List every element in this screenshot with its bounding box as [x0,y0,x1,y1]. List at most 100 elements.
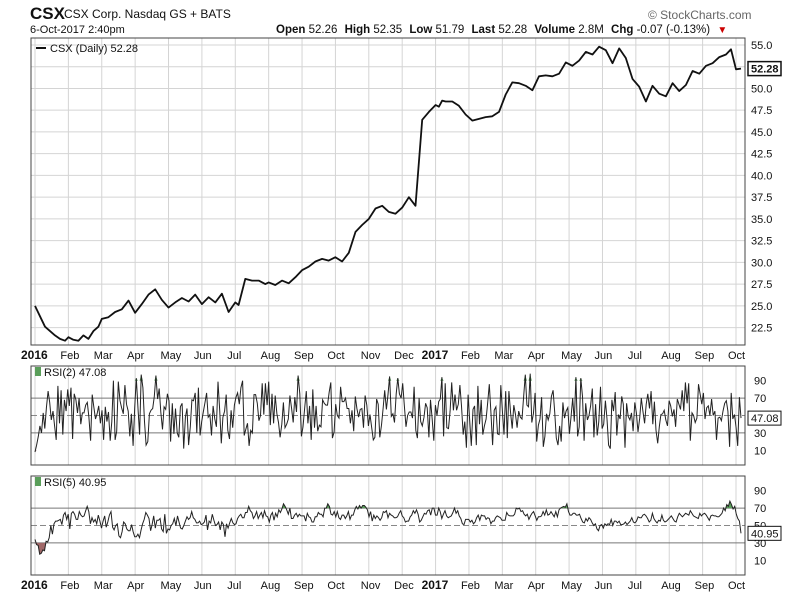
x-tick-label-rsi: Aug [661,580,681,592]
low-value: 51.79 [435,24,465,36]
volume-value: 2.8M [578,24,604,36]
x-tick-label-price: Sep [294,350,314,362]
x-tick-label-rsi: Dec [394,580,414,592]
rsi-last-box [747,525,782,541]
x-tick-label-rsi: Sep [294,580,314,592]
open-label: Open [276,24,306,36]
x-tick-label-rsi: Jun [194,580,212,592]
x-tick-label-price: Jun [194,350,212,362]
rsi-y-tick-label: 10 [754,445,766,457]
x-tick-label-rsi: Mar [494,580,513,592]
x-tick-label-price: Feb [60,350,79,362]
rsi-last-label: 47.08 [751,413,779,425]
rsi-y-tick-label: 70 [754,393,766,405]
x-tick-label-rsi: Apr [127,580,144,592]
x-tick-label-rsi: Aug [261,580,281,592]
x-tick-label-rsi: Apr [528,580,545,592]
price-y-tick-label: 55.0 [751,40,772,52]
rsi-series-line [34,499,742,555]
x-tick-label-price: Nov [361,350,381,362]
last-value: 52.28 [498,24,528,36]
x-tick-label-price: Jul [227,350,241,362]
last-label: Last [471,24,496,36]
price-y-tick-label: 45.0 [751,127,772,139]
rsi-y-tick-label: 70 [754,503,766,515]
price-last-label: 52.28 [751,64,779,76]
company-name: CSX Corp. Nasdaq GS + BATS [64,7,231,21]
x-tick-label-price: Dec [394,350,414,362]
rsi-panel-frame [30,475,746,576]
x-tick-label-rsi: Jun [594,580,612,592]
price-y-tick-label: 40.0 [751,170,772,182]
price-y-tick-label: 42.5 [751,149,772,161]
rsi-y-tick-label: 30 [754,428,766,440]
rsi-overbought-fill [85,501,737,509]
chg-label: Chg [611,24,634,36]
rsi-series-line [34,373,742,453]
x-tick-label-price: Apr [127,350,144,362]
rsi-y-tick-label: 10 [754,555,766,567]
price-y-tick-label: 27.5 [751,279,772,291]
price-legend-label: CSX (Daily) 52.28 [50,43,138,55]
rsi-last-label: 40.95 [751,528,779,540]
rsi-legend-swatch [35,477,41,486]
x-tick-label-price: May [161,350,182,362]
volume-label: Volume [534,24,576,36]
x-tick-label-price: Aug [261,350,281,362]
x-tick-label-price: Jun [594,350,612,362]
x-tick-label-rsi: Feb [461,580,480,592]
price-y-tick-label: 25.0 [751,301,772,313]
x-tick-label-price: Jul [628,350,642,362]
x-tick-label-price: Aug [661,350,681,362]
rsi-last-box [747,410,782,426]
x-tick-label-rsi: Nov [361,580,381,592]
x-tick-label-price: Oct [728,350,745,362]
brand-link[interactable]: © StockCharts.com [648,8,752,22]
open-value: 52.26 [308,24,338,36]
x-tick-label-rsi: 2017 [422,578,449,592]
rsi-legend-label: RSI(2) 47.08 [44,367,106,379]
price-y-tick-label: 37.5 [751,192,772,204]
quote-bar: Open 52.26 High 52.35 Low 51.79 Last 52.… [276,24,731,36]
x-tick-label-rsi: Jul [227,580,241,592]
x-tick-label-price: Mar [494,350,513,362]
price-y-tick-label: 50.0 [751,83,772,95]
x-tick-label-price: 2016 [21,348,48,362]
x-tick-label-rsi: Mar [94,580,113,592]
high-label: High [344,24,371,36]
price-panel-frame [30,37,746,346]
x-tick-label-rsi: Sep [695,580,715,592]
rsi-oversold-fill [35,542,47,555]
x-tick-label-price: 2017 [422,348,449,362]
rsi-y-tick-label: 90 [754,376,766,388]
rsi-legend-swatch [35,367,41,376]
price-y-tick-label: 32.5 [751,236,772,248]
x-tick-label-price: Mar [94,350,113,362]
price-last-box [747,60,782,77]
price-y-tick-label: 30.0 [751,257,772,269]
x-tick-label-rsi: May [561,580,582,592]
x-tick-label-rsi: May [161,580,182,592]
price-y-tick-label: 47.5 [751,105,772,117]
rsi-panel-frame [30,365,746,466]
low-label: Low [409,24,433,36]
x-tick-label-price: May [561,350,582,362]
x-tick-label-price: Apr [528,350,545,362]
price-series-line [34,45,742,342]
x-tick-label-price: Feb [461,350,480,362]
x-tick-label-rsi: Feb [60,580,79,592]
x-tick-label-price: Sep [695,350,715,362]
price-y-tick-label: 35.0 [751,214,772,226]
rsi-y-tick-label: 30 [754,538,766,550]
price-y-tick-label: 22.5 [751,323,772,335]
rsi-y-tick-label: 90 [754,486,766,498]
down-arrow-icon: ▼ [717,25,728,36]
x-tick-label-rsi: 2016 [21,578,48,592]
x-tick-label-price: Oct [327,350,344,362]
rsi-legend-label: RSI(5) 40.95 [44,477,106,489]
high-value: 52.35 [373,24,403,36]
x-tick-label-rsi: Oct [327,580,344,592]
x-tick-label-rsi: Oct [728,580,745,592]
quote-datetime: 6-Oct-2017 2:40pm [30,24,125,36]
